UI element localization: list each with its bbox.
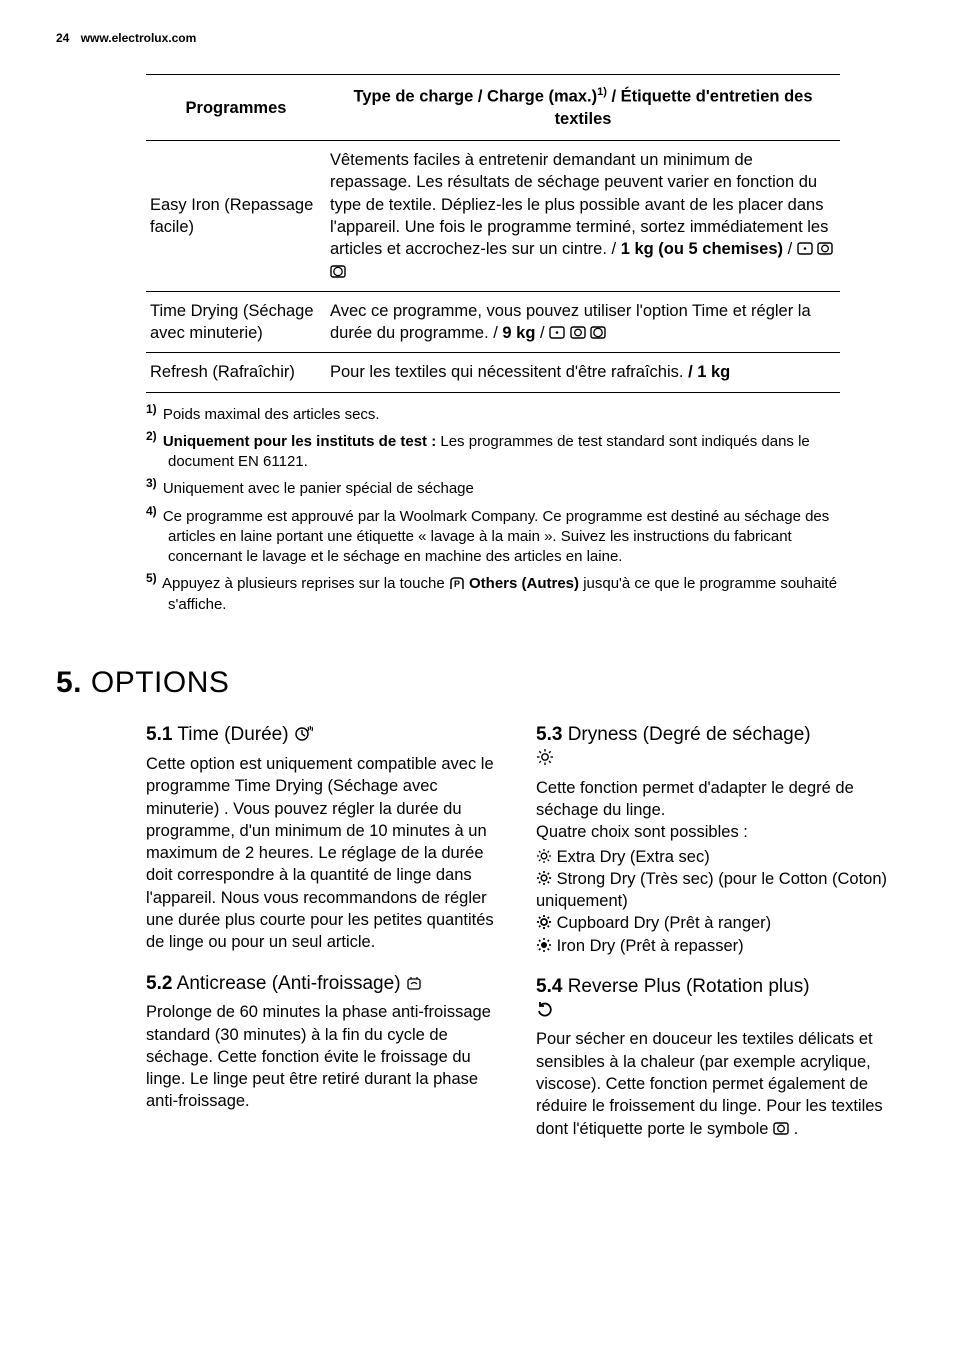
programmes-table: Programmes Type de charge / Charge (max.… <box>146 74 840 392</box>
care-icon <box>590 324 606 342</box>
sun-filled-icon <box>536 937 552 955</box>
table-row: Easy Iron (Repassage facile) Vêtements f… <box>146 141 840 292</box>
footnote: 4) Ce programme est approuvé par la Wool… <box>146 503 840 568</box>
dryness-option: Extra Dry (Extra sec) <box>536 846 898 868</box>
p-icon: P <box>449 575 465 592</box>
col-type-header: Type de charge / Charge (max.)1) / Étiqu… <box>326 75 840 141</box>
prog-desc: Vêtements faciles à entretenir demandant… <box>326 141 840 292</box>
right-column: 5.3 Dryness (Degré de séchage) Cette fon… <box>536 723 898 1157</box>
prog-name: Refresh (Rafraîchir) <box>146 353 326 392</box>
sun-icon <box>536 914 552 932</box>
prog-desc: Pour les textiles qui nécessitent d'être… <box>326 353 840 392</box>
subsection-heading: 5.1 Time (Durée) <box>146 723 508 747</box>
footnote: 5) Appuyez à plusieurs reprises sur la t… <box>146 570 840 615</box>
care-icon <box>549 324 565 342</box>
dryness-option: Iron Dry (Prêt à repasser) <box>536 935 898 957</box>
sun-icon <box>536 748 554 769</box>
subsection-body: Prolonge de 60 minutes la phase anti-fro… <box>146 1001 508 1112</box>
care-icon <box>773 1120 789 1138</box>
svg-text:P: P <box>454 579 460 589</box>
table-row: Refresh (Rafraîchir) Pour les textiles q… <box>146 353 840 392</box>
subsection-heading: 5.4 Reverse Plus (Rotation plus) <box>536 975 898 1023</box>
table-row: Time Drying (Séchage avec minuterie) Ave… <box>146 291 840 353</box>
dryness-option: Strong Dry (Très sec) (pour le Cotton (C… <box>536 868 898 913</box>
footnotes: 1) Poids maximal des articles secs. 2) U… <box>146 401 840 615</box>
subsection-heading: 5.2 Anticrease (Anti-froissage) <box>146 972 508 996</box>
prog-desc: Avec ce programme, vous pouvez utiliser … <box>326 291 840 353</box>
subsection-body: Cette option est uniquement compatible a… <box>146 753 508 953</box>
subsection-body: Cette fonction permet d'adapter le degré… <box>536 777 898 957</box>
footnote: 3) Uniquement avec le panier spécial de … <box>146 475 840 499</box>
sun-icon <box>536 870 552 888</box>
site-url: www.electrolux.com <box>81 31 197 45</box>
anticrease-icon <box>406 973 422 994</box>
subsection-heading: 5.3 Dryness (Degré de séchage) <box>536 723 898 771</box>
reverse-icon <box>536 1000 554 1021</box>
clock-steam-icon <box>294 724 314 745</box>
dryness-option: Cupboard Dry (Prêt à ranger) <box>536 912 898 934</box>
footnote: 2) Uniquement pour les instituts de test… <box>146 428 840 473</box>
col-programmes-header: Programmes <box>146 75 326 141</box>
prog-name: Time Drying (Séchage avec minuterie) <box>146 291 326 353</box>
section-heading: 5. OPTIONS <box>56 663 898 704</box>
care-icon <box>570 324 586 342</box>
footnote: 1) Poids maximal des articles secs. <box>146 401 840 425</box>
subsection-body: Pour sécher en douceur les textiles déli… <box>536 1028 898 1139</box>
left-column: 5.1 Time (Durée) Cette option est unique… <box>146 723 508 1157</box>
care-icon <box>817 240 833 258</box>
page-header: 24 www.electrolux.com <box>56 30 898 46</box>
prog-name: Easy Iron (Repassage facile) <box>146 141 326 292</box>
care-icon <box>330 263 346 281</box>
care-icon <box>797 240 813 258</box>
page-number: 24 <box>56 31 69 45</box>
sun-icon <box>536 848 552 866</box>
